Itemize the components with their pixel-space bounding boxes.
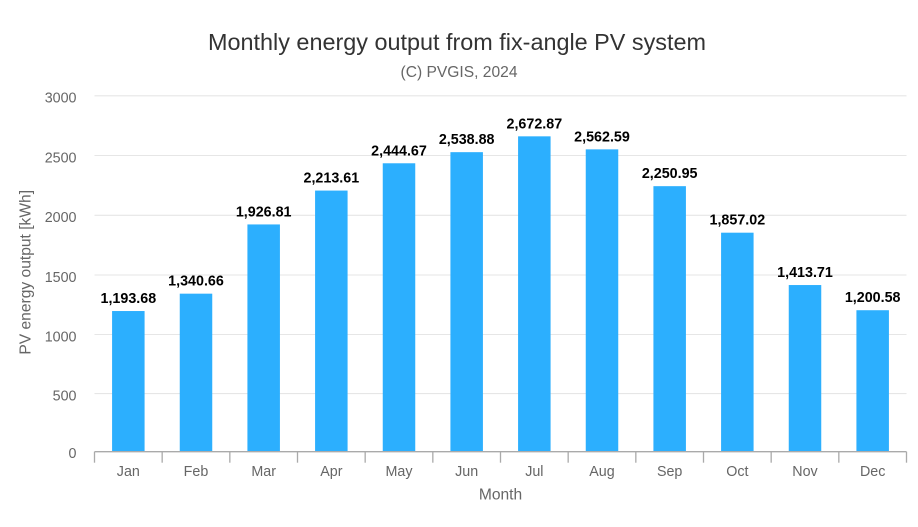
- svg-text:1000: 1000: [45, 329, 77, 345]
- svg-text:Dec: Dec: [860, 464, 885, 480]
- svg-text:2,672.87: 2,672.87: [507, 116, 563, 132]
- svg-text:500: 500: [53, 388, 77, 404]
- svg-text:1,413.71: 1,413.71: [777, 265, 833, 281]
- svg-text:Aug: Aug: [589, 464, 614, 480]
- svg-text:0: 0: [69, 446, 77, 462]
- svg-text:Oct: Oct: [726, 464, 748, 480]
- svg-text:1500: 1500: [45, 270, 77, 286]
- svg-text:2000: 2000: [45, 210, 77, 226]
- svg-text:May: May: [385, 464, 413, 480]
- svg-text:Jan: Jan: [117, 464, 140, 480]
- svg-text:Sep: Sep: [657, 464, 682, 480]
- svg-text:1,926.81: 1,926.81: [236, 204, 292, 220]
- svg-text:(C) PVGIS, 2024: (C) PVGIS, 2024: [401, 64, 518, 81]
- svg-text:2,213.61: 2,213.61: [304, 171, 360, 187]
- svg-text:Jun: Jun: [455, 464, 478, 480]
- svg-text:1,340.66: 1,340.66: [168, 274, 224, 290]
- svg-text:1,193.68: 1,193.68: [101, 291, 157, 307]
- svg-text:Jul: Jul: [525, 464, 543, 480]
- svg-text:Month: Month: [479, 486, 522, 503]
- svg-text:2,250.95: 2,250.95: [642, 166, 698, 182]
- svg-text:2,562.59: 2,562.59: [574, 129, 630, 145]
- svg-text:PV energy output [kWh]: PV energy output [kWh]: [17, 190, 34, 355]
- svg-text:Nov: Nov: [792, 464, 818, 480]
- svg-text:1,200.58: 1,200.58: [845, 290, 901, 306]
- svg-text:2,444.67: 2,444.67: [371, 143, 427, 159]
- svg-text:Monthly energy output from fix: Monthly energy output from fix-angle PV …: [208, 29, 706, 55]
- svg-text:Mar: Mar: [251, 464, 276, 480]
- svg-text:Feb: Feb: [184, 464, 209, 480]
- svg-text:Apr: Apr: [320, 464, 342, 480]
- svg-text:3000: 3000: [45, 91, 77, 107]
- svg-text:1,857.02: 1,857.02: [710, 213, 766, 229]
- svg-text:2500: 2500: [45, 150, 77, 166]
- svg-text:2,538.88: 2,538.88: [439, 132, 495, 148]
